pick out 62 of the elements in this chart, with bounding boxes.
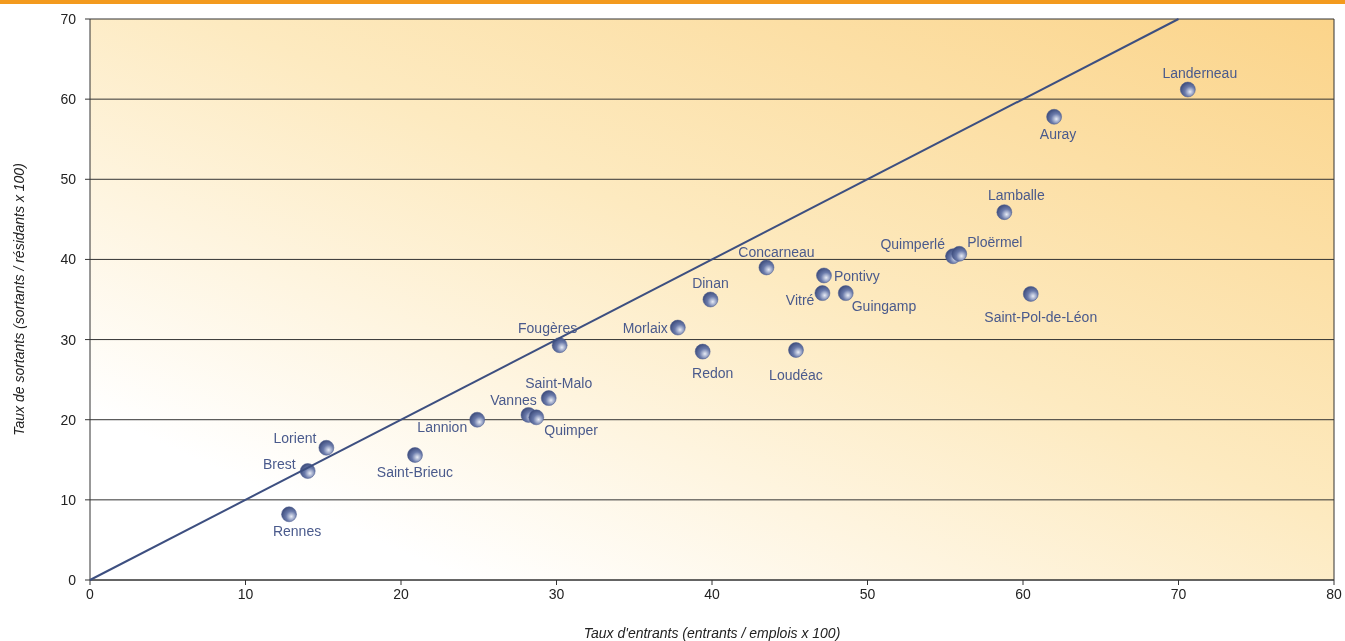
x-tick-label: 80 (1326, 586, 1342, 602)
x-tick-label: 60 (1015, 586, 1031, 602)
annotation: Quimper (544, 422, 599, 439)
point (318, 440, 335, 456)
point (694, 343, 711, 360)
point (469, 411, 485, 428)
y-tick-label: 40 (60, 251, 77, 268)
point (670, 319, 686, 336)
x-tick-label: 70 (1170, 586, 1187, 602)
annotation: Vitré (785, 292, 815, 309)
annotation: Morlaix (622, 319, 668, 336)
annotation: Landerneau (1162, 64, 1238, 81)
annotation: Vannes (490, 391, 537, 408)
annotation: Auray (1039, 125, 1077, 142)
x-tick-label: 30 (548, 586, 565, 602)
annotation: Saint-Malo (525, 375, 593, 392)
y-tick-label: 60 (60, 91, 77, 108)
point (951, 246, 967, 262)
x-tick-label: 40 (704, 586, 720, 602)
annotation: Guingamp (851, 298, 917, 315)
point (528, 409, 545, 426)
annotation: Quimperlé (880, 236, 946, 253)
x-tick-label: 20 (393, 586, 409, 602)
point (540, 390, 557, 406)
y-tick-label: 30 (60, 331, 77, 348)
point (1180, 81, 1196, 98)
y-tick-label: 0 (68, 572, 77, 588)
point (816, 267, 832, 284)
point (407, 447, 423, 463)
annotation: Concarneau (738, 244, 815, 261)
point (281, 506, 297, 523)
annotation: Saint-Pol-de-Léon (984, 308, 1098, 325)
x-tick-label: 50 (859, 586, 876, 602)
annotation: Dinan (692, 274, 729, 291)
point (837, 285, 854, 301)
annotation: Redon (692, 364, 734, 381)
annotation: Lamballe (987, 187, 1045, 204)
annotation: Brest (263, 456, 296, 473)
point (788, 342, 804, 358)
x-tick-label: 0 (86, 586, 95, 602)
annotation: Lannion (417, 418, 468, 435)
annotation: Rennes (272, 523, 322, 540)
point (1046, 109, 1062, 125)
point (758, 259, 775, 276)
annotation: Pontivy (833, 268, 880, 285)
y-tick-label: 10 (60, 491, 77, 508)
y-tick-label: 20 (60, 411, 77, 428)
point (551, 337, 568, 353)
annotation: Lorient (273, 429, 317, 446)
y-tick-label: 70 (60, 11, 77, 27)
point (996, 204, 1013, 220)
annotation: Saint-Brieuc (376, 463, 454, 480)
annotation: Fougères (518, 320, 578, 337)
point (702, 291, 719, 308)
point (1023, 286, 1039, 302)
point (814, 285, 831, 301)
x-tick-label: 10 (237, 586, 254, 602)
y-tick-label: 50 (60, 171, 77, 188)
y-axis-title: Taux de sortants (sortants / résidants x 100) (11, 163, 27, 436)
annotation: Ploërmel (967, 233, 1023, 250)
x-axis-title: Taux d'entrants (entrants / emplois x 100) (583, 625, 841, 641)
annotation: Loudéac (769, 366, 823, 383)
